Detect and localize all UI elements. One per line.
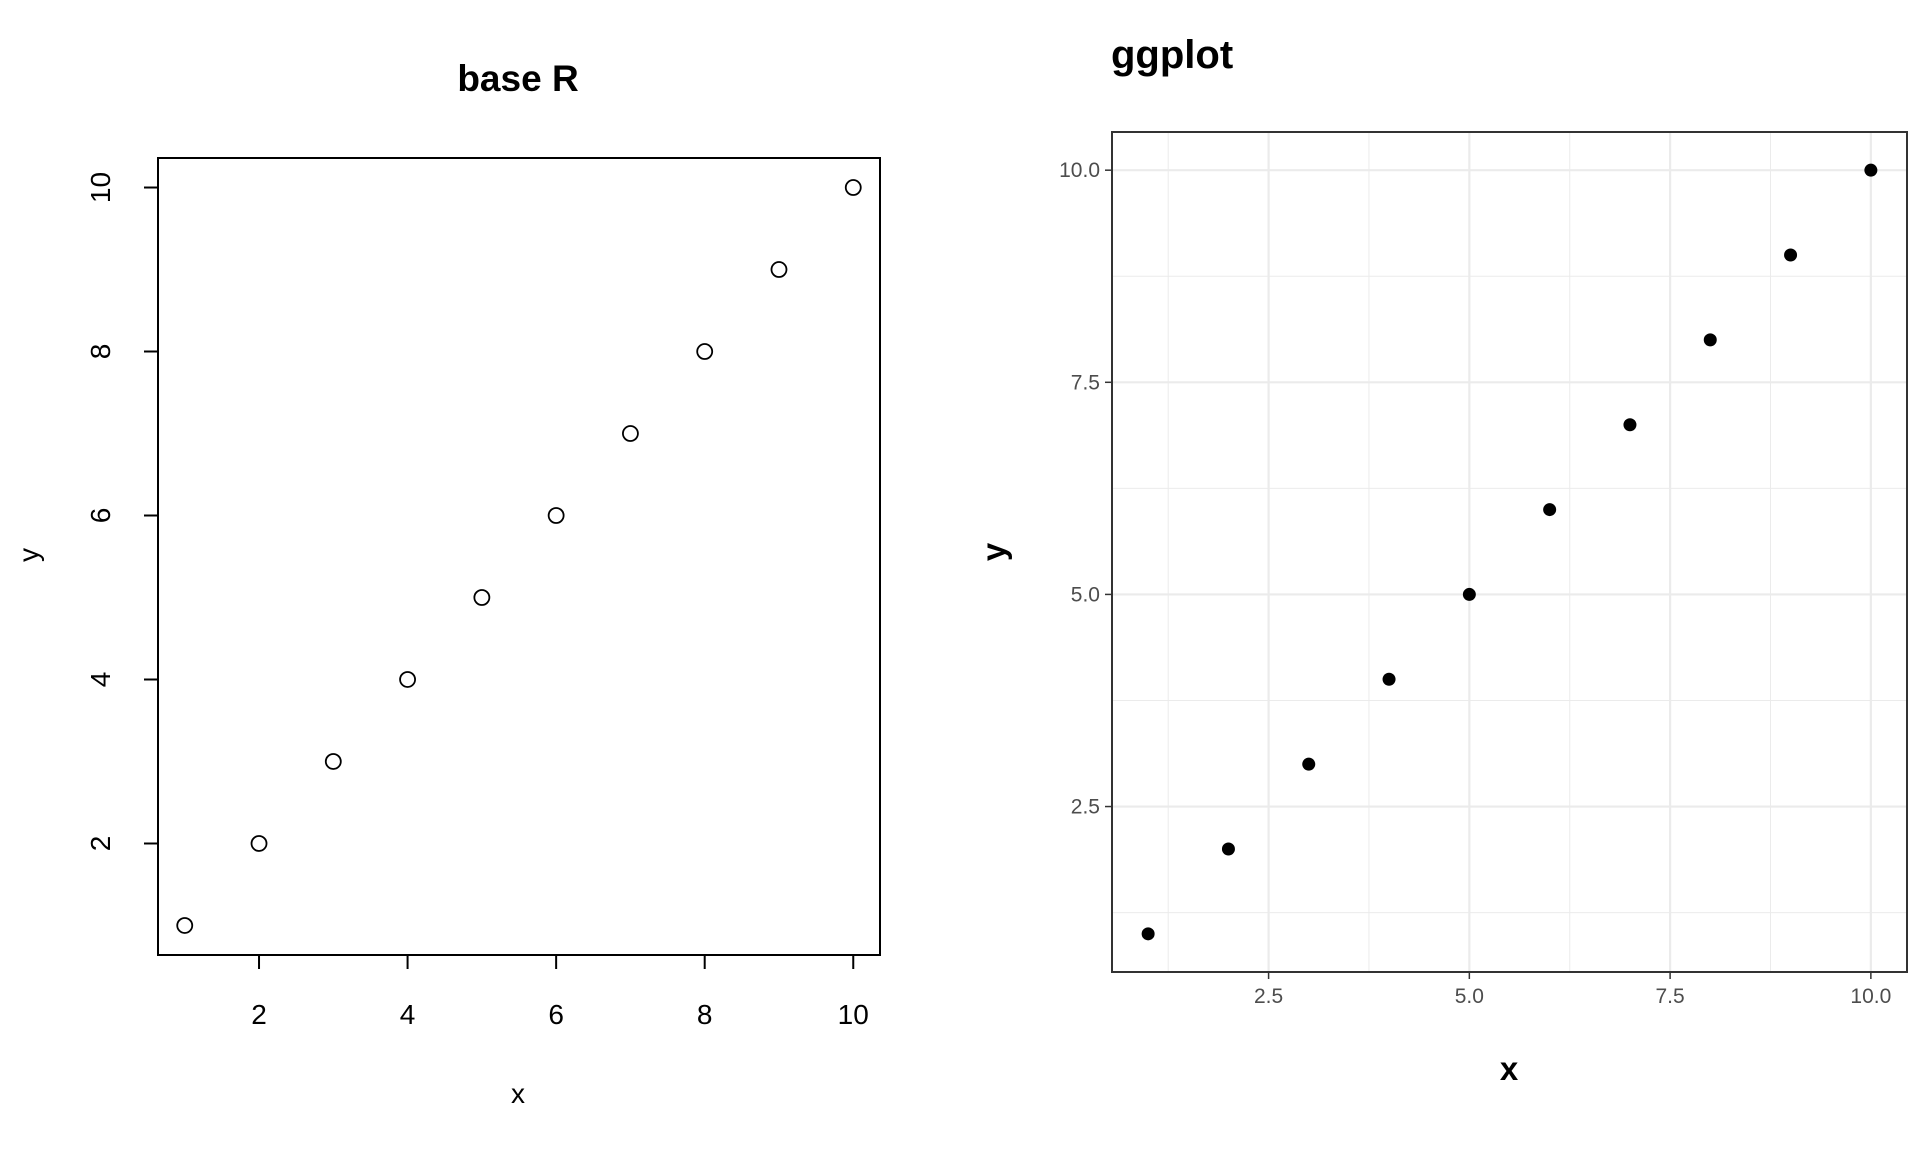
ggplot-x-tick-label: 10.0 (1850, 985, 1891, 1008)
ggplot-point (1382, 672, 1396, 686)
ggplot-point (1462, 587, 1476, 601)
base-r-point (250, 835, 268, 852)
ggplot-x-tick-label: 7.5 (1656, 985, 1685, 1008)
ggplot-points (1141, 163, 1878, 941)
ggplot-x-axis: 2.5 5.0 7.5 10.0 (1254, 972, 1891, 1008)
base-r-y-tick-label: 4 (85, 672, 116, 688)
ggplot-point (1623, 418, 1637, 432)
base-r-y-tick-label: 8 (85, 344, 116, 360)
base-r-x-axis-label: x (511, 1078, 525, 1109)
base-r-x-tick-label: 10 (838, 999, 869, 1030)
base-r-point (324, 753, 342, 770)
base-r-y-axis-label: y (13, 548, 44, 562)
base-r-panel: base R 2 4 6 8 10 2 4 6 8 10 x y (13, 58, 881, 1109)
ggplot-point (1784, 248, 1798, 262)
base-r-title: base R (457, 58, 578, 99)
ggplot-x-tick-label: 5.0 (1455, 985, 1484, 1008)
base-r-point (622, 425, 639, 442)
ggplot-x-axis-label: x (1500, 1050, 1519, 1087)
ggplot-x-tick-label: 2.5 (1254, 985, 1283, 1008)
ggplot-point (1543, 503, 1557, 517)
ggplot-gridlines (1112, 132, 1907, 972)
ggplot-y-tick-label: 7.5 (1071, 371, 1100, 394)
ggplot-y-axis-label: y (975, 542, 1012, 561)
base-r-y-tick-label: 2 (85, 836, 116, 852)
base-r-point (176, 917, 194, 934)
base-r-point (473, 589, 491, 606)
base-r-y-tick-label: 10 (85, 172, 116, 203)
ggplot-y-tick-label: 10.0 (1059, 159, 1100, 182)
ggplot-panel: ggplot 2.5 5.0 7.5 10.0 2.5 5.0 7.5 10.0 x y (975, 33, 1908, 1087)
base-r-point (770, 261, 788, 278)
base-r-point (399, 671, 416, 688)
base-r-x-tick-label: 6 (548, 999, 564, 1030)
ggplot-y-tick-label: 2.5 (1071, 796, 1100, 819)
ggplot-point (1703, 333, 1717, 347)
ggplot-point (1864, 163, 1878, 177)
base-r-points (176, 179, 862, 934)
base-r-y-axis: 2 4 6 8 10 (85, 172, 158, 851)
base-r-point (844, 179, 862, 196)
base-r-x-axis: 2 4 6 8 10 (251, 955, 869, 1030)
base-r-plot-frame (157, 157, 881, 956)
base-r-point (547, 507, 565, 524)
base-r-x-tick-label: 2 (251, 999, 267, 1030)
base-r-point (696, 343, 714, 360)
ggplot-point (1221, 842, 1235, 856)
ggplot-point (1302, 757, 1316, 771)
ggplot-y-axis: 2.5 5.0 7.5 10.0 (1059, 159, 1112, 819)
base-r-x-tick-label: 4 (400, 999, 416, 1030)
ggplot-panel-border (1111, 131, 1908, 973)
ggplot-y-tick-label: 5.0 (1071, 583, 1100, 606)
base-r-x-tick-label: 8 (697, 999, 713, 1030)
ggplot-title: ggplot (1111, 33, 1233, 77)
ggplot-point (1141, 927, 1155, 941)
base-r-y-tick-label: 6 (85, 508, 116, 524)
